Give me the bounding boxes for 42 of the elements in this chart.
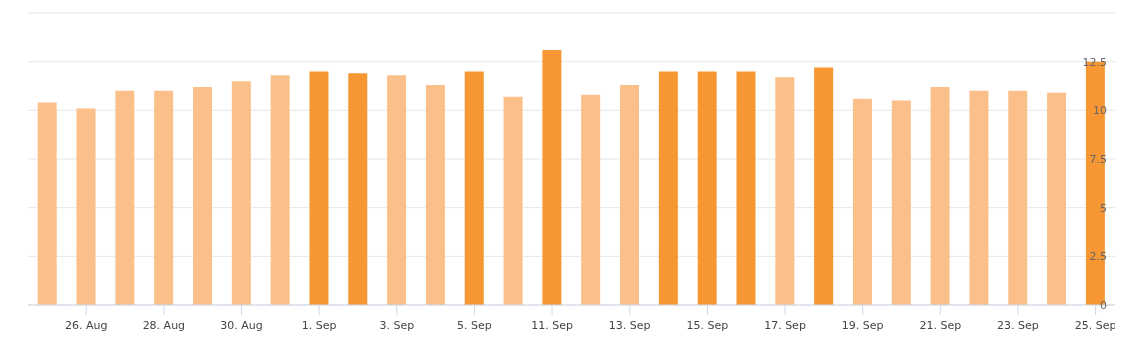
bar — [814, 67, 834, 305]
x-tick-label: 15. Sep — [686, 319, 729, 332]
bar — [969, 90, 989, 305]
x-tick-label: 3. Sep — [379, 319, 415, 332]
x-tick-label: 5. Sep — [457, 319, 492, 332]
bar — [1008, 90, 1028, 305]
bar — [231, 81, 251, 305]
bar — [930, 86, 950, 305]
x-tick-label: 17. Sep — [764, 319, 806, 332]
bar — [348, 73, 368, 305]
bar — [503, 96, 523, 305]
x-tick-label: 25. Sep — [1074, 319, 1117, 332]
bar — [464, 71, 484, 305]
bar — [775, 77, 795, 305]
x-tick-label: 19. Sep — [841, 319, 884, 332]
bar — [697, 71, 717, 305]
x-tick-label: 23. Sep — [997, 319, 1039, 332]
x-tick-label: 13. Sep — [608, 319, 651, 332]
bar — [37, 102, 57, 305]
bar — [620, 85, 640, 305]
bar — [891, 100, 911, 305]
x-tick-label: 11. Sep — [531, 319, 573, 332]
bar — [736, 71, 756, 305]
y-tick-label: 5 — [1100, 201, 1107, 215]
bar — [581, 94, 601, 305]
x-tick-label: 30. Aug — [220, 319, 263, 332]
bar — [658, 71, 678, 305]
bar — [309, 71, 329, 305]
x-tick-label: 28. Aug — [142, 319, 186, 332]
bar — [852, 98, 872, 305]
x-tick-label: 26. Aug — [64, 319, 108, 332]
bar — [76, 108, 96, 305]
bar — [270, 75, 290, 305]
bar — [154, 90, 174, 305]
bar — [425, 85, 445, 305]
bar — [115, 90, 135, 305]
x-tick-label: 1. Sep — [301, 319, 337, 332]
bar — [542, 49, 562, 305]
bar — [192, 86, 212, 305]
bar — [1047, 92, 1067, 305]
bar — [387, 75, 407, 305]
x-tick-label: 21. Sep — [919, 319, 962, 332]
